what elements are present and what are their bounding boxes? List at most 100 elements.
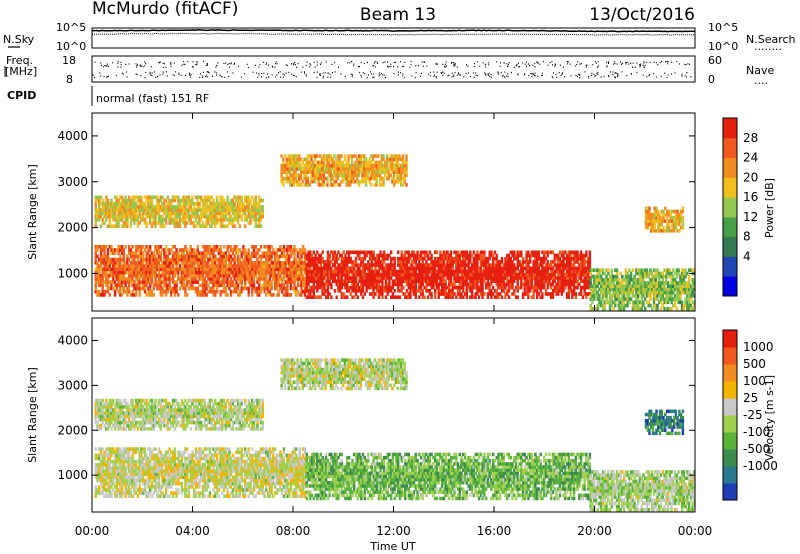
- heatmap-cell: [135, 270, 138, 275]
- heatmap-cell: [541, 285, 544, 290]
- freq-dot: [397, 71, 399, 73]
- heatmap-cell: [208, 280, 212, 284]
- heatmap-cell: [129, 218, 133, 222]
- heatmap-cell: [133, 205, 136, 209]
- heatmap-cell: [319, 154, 322, 158]
- heatmap-cell: [171, 251, 175, 255]
- heatmap-cell: [353, 269, 356, 274]
- heatmap-cell: [189, 254, 192, 259]
- heatmap-cell: [305, 266, 308, 271]
- heatmap-cell: [430, 263, 433, 267]
- heatmap-cell: [191, 261, 194, 265]
- heatmap-cell: [296, 154, 299, 158]
- heatmap-cell: [296, 270, 300, 275]
- heatmap-cell: [448, 256, 451, 261]
- heatmap-cell: [259, 286, 263, 291]
- heatmap-cell: [391, 282, 395, 287]
- heatmap-cell: [135, 267, 138, 272]
- heatmap-cell: [193, 280, 196, 284]
- freq-dot: [580, 63, 582, 65]
- freq-dot: [577, 61, 579, 63]
- heatmap-cell: [326, 170, 329, 174]
- heatmap-cell: [194, 286, 198, 291]
- heatmap-cell: [470, 276, 474, 280]
- heatmap-cell: [145, 245, 148, 249]
- heatmap-cell: [442, 285, 446, 290]
- heatmap-cell: [277, 280, 280, 284]
- heatmap-cell: [231, 218, 235, 222]
- heatmap-cell: [534, 269, 537, 274]
- freq-dot: [448, 74, 450, 76]
- freq-dot: [294, 61, 296, 64]
- heatmap-cell: [266, 283, 270, 288]
- heatmap-cell: [258, 264, 261, 268]
- heatmap-cell: [286, 245, 289, 249]
- heatmap-cell: [210, 251, 213, 255]
- heatmap-cell: [291, 261, 294, 265]
- heatmap-cell: [226, 270, 229, 275]
- heatmap-cell: [353, 282, 356, 287]
- heatmap-cell: [106, 286, 110, 291]
- heatmap-cell: [428, 292, 432, 296]
- heatmap-cell: [288, 280, 291, 284]
- heatmap-cell: [154, 214, 157, 219]
- heatmap-cell: [434, 273, 437, 277]
- heatmap-cell: [212, 277, 215, 281]
- heatmap-cell: [340, 256, 344, 261]
- heatmap-cell: [414, 260, 417, 264]
- heatmap-cell: [544, 279, 548, 283]
- heatmap-cell: [407, 260, 410, 264]
- heatmap-cell: [256, 261, 259, 265]
- freq-dot: [639, 64, 640, 66]
- heatmap-cell: [201, 267, 205, 272]
- heatmap-cell: [289, 277, 293, 281]
- heatmap-cell: [252, 270, 256, 275]
- heatmap-cell: [110, 286, 113, 291]
- heatmap-cell: [266, 251, 270, 255]
- heatmap-cell: [550, 295, 553, 299]
- heatmap-cell: [319, 167, 322, 171]
- heatmap-cell: [313, 154, 317, 158]
- heatmap-cell: [434, 256, 437, 261]
- heatmap-cell: [184, 283, 187, 288]
- heatmap-cell: [168, 251, 171, 255]
- heatmap-cell: [217, 251, 220, 255]
- heatmap-cell: [442, 263, 446, 267]
- heatmap-cell: [159, 254, 162, 259]
- heatmap-cell: [182, 221, 185, 225]
- heatmap-cell: [282, 163, 285, 168]
- heatmap-cell: [543, 276, 546, 280]
- heatmap-cell: [238, 208, 242, 212]
- heatmap-cell: [240, 283, 243, 288]
- heatmap-cell: [222, 208, 226, 212]
- heatmap-cell: [307, 250, 310, 255]
- heatmap-cell: [173, 221, 177, 225]
- heatmap-cell: [133, 257, 136, 262]
- heatmap-cell: [328, 276, 331, 280]
- heatmap-cell: [367, 279, 370, 283]
- heatmap-cell: [354, 292, 358, 296]
- heatmap-cell: [400, 282, 403, 287]
- heatmap-cell: [226, 195, 229, 200]
- heatmap-cell: [361, 260, 365, 264]
- heatmap-cell: [177, 195, 180, 200]
- freq-dot: [173, 75, 175, 77]
- heatmap-cell: [238, 289, 242, 294]
- heatmap-cell: [98, 293, 101, 297]
- heatmap-cell: [280, 167, 283, 171]
- heatmap-cell: [361, 273, 365, 277]
- heatmap-cell: [205, 270, 208, 275]
- heatmap-cell: [171, 245, 175, 249]
- heatmap-cell: [451, 269, 454, 274]
- heatmap-cell: [486, 285, 490, 290]
- heatmap-cell: [476, 282, 479, 287]
- heatmap-cell: [402, 253, 405, 258]
- freq-dot: [508, 62, 510, 64]
- heatmap-cell: [463, 269, 467, 274]
- heatmap-cell: [437, 276, 440, 280]
- heatmap-cell: [462, 289, 465, 293]
- heatmap-cell: [361, 289, 365, 293]
- heatmap-cell: [581, 273, 585, 277]
- heatmap-cell: [157, 201, 161, 206]
- heatmap-cell: [405, 266, 409, 271]
